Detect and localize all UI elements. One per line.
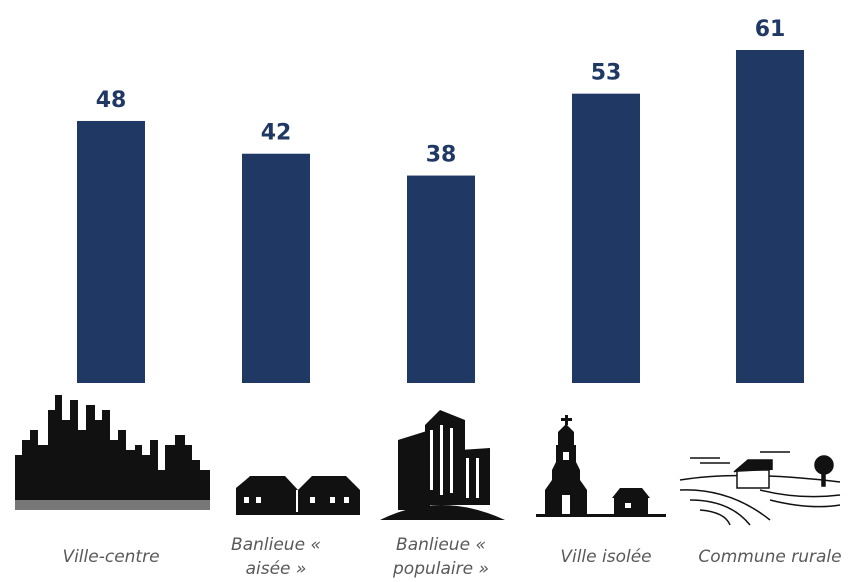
value-label: 61 xyxy=(755,17,786,42)
icons xyxy=(15,395,840,525)
category-label: Banlieue « populaire » xyxy=(381,532,501,582)
value-label: 38 xyxy=(426,143,457,168)
category-label: Ville isolée xyxy=(531,532,681,582)
chart: 48 42 38 53 61 xyxy=(0,0,857,582)
value-label: 53 xyxy=(591,61,622,86)
bar xyxy=(736,50,804,383)
rural-icon xyxy=(680,452,840,525)
value-label: 42 xyxy=(261,121,292,146)
bar xyxy=(407,176,475,383)
category-label: Banlieue « aisée » xyxy=(216,532,336,582)
page: {"chart_data": {"type": "bar", "categori… xyxy=(0,0,857,582)
category-label: Ville-centre xyxy=(36,532,186,582)
skyline-icon xyxy=(15,395,210,500)
category-label: Commune rurale xyxy=(695,532,845,582)
houses-icon xyxy=(236,476,360,515)
bar xyxy=(572,94,640,383)
church-icon xyxy=(536,415,666,517)
bar xyxy=(242,154,310,383)
skyline-reflection xyxy=(15,500,210,510)
towers-icon xyxy=(380,410,505,520)
value-label: 48 xyxy=(96,88,127,113)
bar xyxy=(77,121,145,383)
